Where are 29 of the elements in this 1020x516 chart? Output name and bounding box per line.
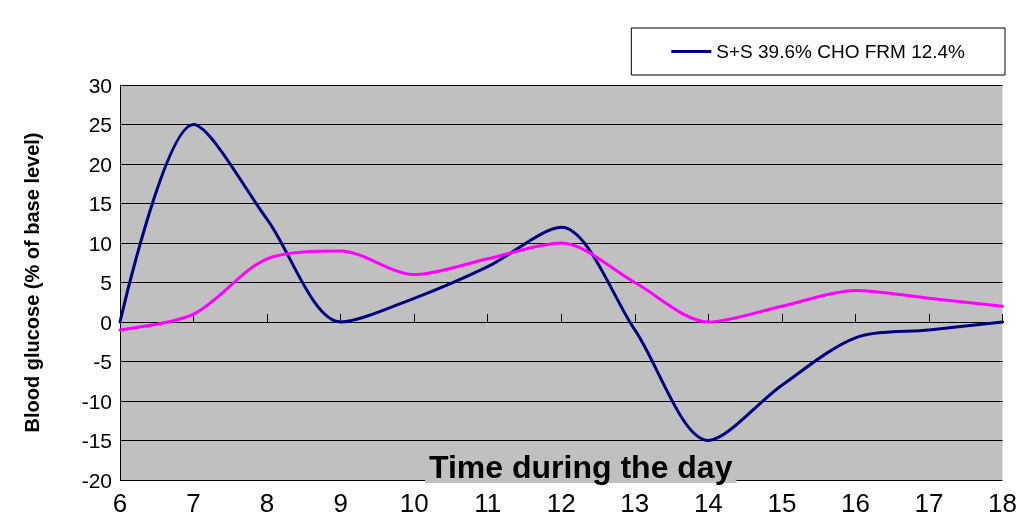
y-tick-label: -20 [81, 468, 112, 492]
y-tick-label: -15 [81, 429, 112, 452]
y-tick-label: -10 [81, 389, 112, 413]
x-tick-label: 9 [333, 488, 348, 516]
x-tick-label: 15 [767, 488, 797, 516]
y-tick-label: 5 [100, 271, 112, 294]
x-tick-label: 16 [840, 488, 870, 516]
x-tick-label: 7 [186, 488, 201, 516]
x-tick-label: 12 [546, 488, 576, 516]
y-tick-label: 25 [88, 113, 112, 136]
x-tick-label: 10 [399, 488, 429, 516]
x-tick-label: 11 [474, 488, 502, 516]
x-tick-label: 8 [259, 488, 275, 516]
x-tick-label: 14 [693, 488, 723, 516]
y-tick-label: -5 [93, 350, 112, 373]
y-tick-label: 20 [88, 152, 112, 176]
x-tick-label: 6 [112, 488, 128, 516]
y-axis-title: Blood glucose (% of base level) [21, 132, 43, 433]
x-tick-label: 18 [988, 488, 1017, 516]
line-series [118, 123, 1005, 442]
x-tick-label: 13 [620, 488, 650, 516]
x-tick-label: 17 [914, 488, 944, 516]
y-tick-label: 15 [88, 192, 112, 215]
line-series [118, 241, 1005, 332]
y-tick-label: 0 [100, 310, 112, 334]
y-tick-label: 30 [88, 73, 112, 97]
x-axis-title: Time during the day [429, 449, 733, 485]
y-tick-label: 10 [88, 231, 112, 255]
legend-label: S+S 39.6% CHO FRM 12.4% [716, 41, 966, 62]
